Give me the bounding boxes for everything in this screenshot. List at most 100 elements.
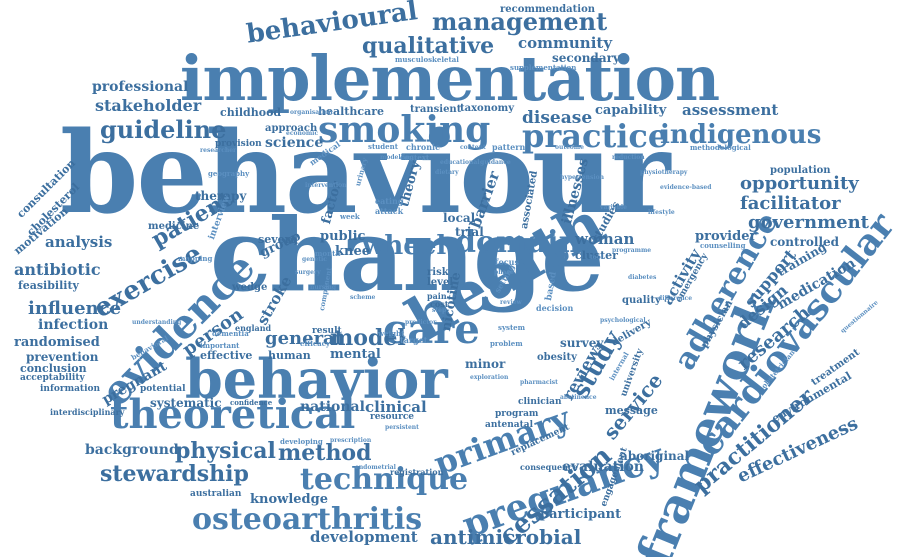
- word-technique: technique: [300, 462, 469, 497]
- word-review-small: review: [500, 299, 522, 306]
- word-scheme: scheme: [350, 294, 376, 301]
- word-dietary: dietary: [435, 169, 459, 176]
- word-stakeholder: stakeholder: [95, 96, 202, 115]
- word-wedge: wedge: [232, 282, 268, 293]
- word-eating: eating: [375, 196, 404, 206]
- word-science: science: [265, 135, 324, 151]
- word-disease: disease: [522, 108, 593, 128]
- word-stewardship: stewardship: [100, 461, 249, 487]
- word-target: target: [400, 335, 428, 345]
- word-geography: geography: [208, 169, 250, 178]
- word-survey: survey: [560, 336, 604, 350]
- word-professional: professional: [92, 79, 189, 95]
- word-counselling: counselling: [700, 241, 746, 250]
- word-care: care: [383, 306, 480, 353]
- word-secondary: secondary: [552, 51, 620, 65]
- word-osteoarthritis: osteoarthritis: [192, 502, 423, 537]
- word-childhood: childhood: [220, 106, 282, 119]
- word-surgery: surgery: [295, 269, 321, 276]
- word-physical: physical: [175, 438, 276, 464]
- word-public: public: [320, 229, 366, 244]
- word-result: result: [312, 326, 342, 336]
- word-national: national: [300, 399, 365, 415]
- word-model: model: [330, 325, 406, 351]
- word-lifestyle: lifestyle: [648, 209, 675, 216]
- word-aboriginal: aboriginal: [620, 449, 690, 463]
- word-hypertension: hypertension: [560, 174, 604, 181]
- word-pattern: pattern: [492, 142, 526, 152]
- word-change: change: [210, 196, 605, 314]
- word-context: context: [400, 153, 430, 162]
- word-antibiotic: antibiotic: [14, 260, 101, 279]
- word-exploration: exploration: [470, 374, 509, 381]
- word-antenatal: antenatal: [485, 420, 534, 430]
- word-chronic: chronic: [406, 142, 440, 152]
- word-acceptability: acceptability: [20, 373, 85, 383]
- word-knowledge: knowledge: [250, 492, 328, 507]
- word-step: step: [432, 307, 447, 314]
- word-decision: decision: [536, 303, 574, 313]
- word-pharmacist: pharmacist: [520, 379, 558, 386]
- word-prescription: prescription: [330, 437, 372, 444]
- word-influence: influence: [28, 298, 122, 319]
- word-background: background: [85, 442, 179, 458]
- word-problem: problem: [490, 339, 523, 348]
- word-week: week: [340, 212, 360, 221]
- word-local: local: [443, 211, 476, 225]
- word-guideline: guideline: [100, 115, 227, 144]
- word-outcome: outcome: [555, 144, 584, 151]
- word-indigenous: indigenous: [660, 120, 822, 150]
- word-intervention: intervention: [305, 182, 347, 189]
- word-qualitative: qualitative: [362, 33, 495, 59]
- word-evidence-based: evidence-based: [660, 184, 712, 191]
- word-variable: variable: [600, 204, 627, 211]
- word-mapping: mapping: [178, 254, 213, 263]
- word-opportunity: opportunity: [740, 173, 859, 194]
- word-psychological: psychological: [600, 317, 646, 324]
- word-development: development: [310, 528, 418, 546]
- word-resource: resource: [370, 412, 415, 422]
- word-researcher: researcher: [200, 147, 237, 154]
- word-evaluation: evaluation: [562, 459, 644, 475]
- word-clinician: clinician: [518, 397, 562, 407]
- word-antimicrobial: antimicrobial: [430, 525, 582, 549]
- word-randomised: randomised: [14, 335, 100, 350]
- word-genetic: genetic: [302, 256, 327, 263]
- word-persistent: persistent: [385, 424, 419, 431]
- word-weight: weight: [378, 329, 405, 338]
- word-program: program: [495, 409, 539, 419]
- word-methodological: methodological: [690, 143, 751, 152]
- word-diabetes: diabetes: [628, 274, 657, 281]
- word-trial: trial: [455, 225, 484, 239]
- word-level: level: [427, 277, 454, 288]
- word-mental: mental: [330, 347, 381, 362]
- word-theoretical: theoretical: [110, 391, 356, 438]
- word-knee: knee: [335, 244, 371, 259]
- word-infection: infection: [38, 317, 109, 333]
- word-smoking: smoking: [318, 109, 491, 151]
- word-organisation: organisation: [290, 109, 333, 116]
- word-provision: provision: [215, 139, 262, 149]
- word-taxonomy: taxonomy: [460, 103, 515, 114]
- word-student: student: [368, 142, 398, 151]
- word-conclusion: conclusion: [20, 362, 87, 375]
- word-management: management: [432, 7, 608, 36]
- word-domain: domain: [455, 225, 581, 260]
- word-healthcare: healthcare: [318, 105, 384, 118]
- word-community: community: [518, 34, 613, 52]
- word-practice: practice: [522, 117, 669, 155]
- word-modelling: modelling: [380, 154, 414, 161]
- word-cluster: cluster: [575, 249, 618, 262]
- word-systematic: systematic: [150, 396, 222, 410]
- word-questionnaire: questionnaire: [839, 299, 880, 335]
- word-month: month: [315, 249, 341, 258]
- word-interdisciplinary: interdisciplinary: [50, 407, 125, 417]
- word-participant: participant: [540, 507, 622, 522]
- word-minor: minor: [465, 357, 506, 371]
- word-woman: woman: [575, 230, 635, 248]
- word-confidence: confidence: [230, 398, 273, 407]
- word-information: information: [40, 384, 101, 394]
- word-england: england: [235, 323, 272, 333]
- word-controlled: controlled: [770, 235, 840, 249]
